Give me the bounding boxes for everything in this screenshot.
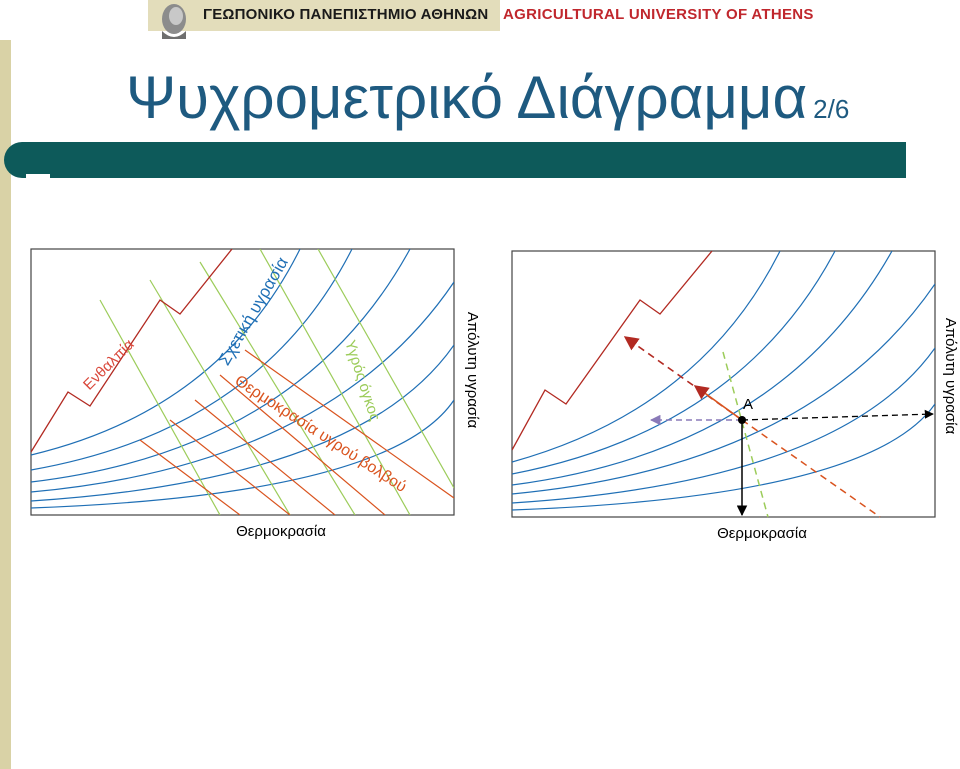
wet-bulb-line	[194, 399, 336, 515]
relative-humidity-curves	[31, 249, 454, 509]
rh-curve	[512, 347, 935, 504]
slide-number: 2/6	[813, 94, 850, 124]
wet-bulb-line	[169, 419, 291, 515]
rh-curve	[31, 344, 454, 502]
divider-notch	[26, 174, 50, 178]
rh-curve	[512, 403, 935, 511]
rh-curve	[512, 251, 781, 463]
wet-bulb-line	[139, 439, 241, 515]
volume-line	[259, 249, 411, 515]
volume-line	[149, 279, 291, 515]
university-name-english: AGRICULTURAL UNIVERSITY OF ATHENS	[503, 6, 814, 23]
slide-title-text: Ψυχρομετρικό Διάγραμμα	[126, 64, 808, 131]
university-logo	[162, 4, 186, 39]
rh-curve	[31, 399, 454, 509]
volume-line	[99, 299, 221, 515]
state-point-a	[738, 416, 746, 424]
wet-bulb-line	[219, 374, 386, 515]
specific-volume-lines	[99, 249, 454, 515]
rh-curve	[31, 249, 301, 456]
wet-bulb-lines	[139, 349, 454, 515]
left-y-axis-label: Απόλυτη υγρασία	[464, 312, 481, 429]
volume-line	[199, 261, 356, 515]
left-psychrometric-chart: Ενθαλπία Σχετική υγρασία Υγρός όγκος Θερ…	[30, 248, 481, 540]
wet-bulb-arrow	[693, 385, 743, 421]
title-divider-bar	[4, 142, 906, 178]
right-x-axis-label: Θερμοκρασία	[717, 525, 807, 542]
wet-bulb-dashed-line	[741, 419, 881, 518]
university-name-greek: ΓΕΩΠΟΝΙΚΟ ΠΑΝΕΠΙΣΤΗΜΙΟ ΑΘΗΝΩΝ	[203, 6, 489, 23]
rh-curve	[512, 251, 893, 486]
rh-curve	[512, 283, 935, 495]
enthalpy-line	[512, 251, 713, 451]
header-band	[148, 0, 500, 31]
left-x-axis-label: Θερμοκρασία	[236, 523, 326, 540]
rh-curve	[31, 249, 353, 471]
right-psychrometric-chart: Α Θερμοκρασία Απόλυτη υγρασία	[511, 250, 959, 542]
rh-curve	[31, 249, 411, 483]
humidity-arrow	[741, 409, 934, 421]
volume-line	[317, 249, 454, 489]
slide-title: Ψυχρομετρικό Διάγραμμα 2/6	[126, 60, 849, 147]
specific-volume-dashed-line	[722, 351, 769, 518]
state-point-label: Α	[743, 396, 753, 413]
left-decor-strip	[0, 40, 11, 769]
enthalpy-line	[31, 249, 233, 453]
right-y-axis-label: Απόλυτη υγρασία	[942, 318, 959, 435]
rh-curve	[31, 281, 454, 493]
wet-bulb-line	[244, 349, 454, 499]
